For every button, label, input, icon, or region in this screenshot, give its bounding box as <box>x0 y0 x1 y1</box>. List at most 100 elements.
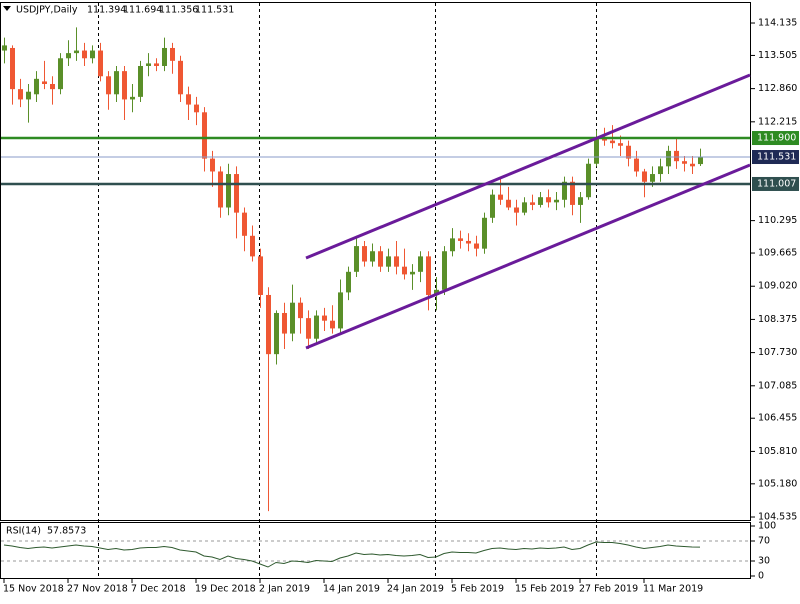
candle-body <box>362 246 367 262</box>
price-label-box <box>752 131 799 146</box>
channel-lower <box>305 163 751 350</box>
y-tick-label: 30 <box>758 556 770 567</box>
candle-body <box>282 312 287 334</box>
menu-arrow <box>3 6 11 11</box>
candle-body <box>146 63 151 66</box>
candle-body <box>618 143 623 146</box>
candle-body <box>258 256 263 295</box>
candle-body <box>314 315 319 339</box>
candle-body <box>82 50 87 59</box>
price-panel <box>0 2 751 521</box>
candle-body <box>530 202 535 205</box>
price-label: 111.007 <box>757 178 796 189</box>
candle-body <box>330 320 335 329</box>
candle-body <box>170 47 175 61</box>
candle-body <box>34 78 39 95</box>
candle-body <box>554 199 559 203</box>
marks: 114.135 113.505 112.860 112.215 110.295 109.6… <box>1 18 797 595</box>
candle-body <box>210 158 215 172</box>
candle-body <box>10 47 15 90</box>
x-tick-label: 15 Nov 2018 <box>3 584 64 595</box>
candle-body <box>202 112 207 159</box>
rsi-line <box>3 541 701 568</box>
candle-body <box>90 50 95 59</box>
chart-title: USDJPY,Daily <box>16 5 78 16</box>
candle-body <box>274 312 279 355</box>
rsi-panel <box>0 522 751 579</box>
y-tick-label: 105.180 <box>758 478 797 489</box>
y-tick-label: 113.505 <box>758 50 797 61</box>
candle-body <box>74 50 79 54</box>
candle-body <box>58 58 63 90</box>
candle-body <box>602 138 607 141</box>
candle-body <box>354 246 359 272</box>
x-tick-label: 19 Dec 2018 <box>195 584 256 595</box>
candle-body <box>562 181 567 200</box>
candle-body <box>370 251 375 262</box>
candle-body <box>474 243 479 249</box>
candle-body <box>538 197 543 205</box>
candle-body <box>586 163 591 198</box>
price-label-box <box>752 176 799 191</box>
rsi-value: 57.8573 <box>47 526 86 537</box>
candle-body <box>26 91 31 100</box>
candle-body <box>490 194 495 218</box>
y-tick-label: 112.215 <box>758 116 797 127</box>
candle-body <box>666 150 671 167</box>
y-tick-label: 109.665 <box>758 248 797 259</box>
price-label: 111.900 <box>757 133 796 144</box>
candle-body <box>162 47 167 66</box>
candle-body <box>338 292 343 329</box>
y-tick-label: 105.810 <box>758 446 797 457</box>
candle-body <box>106 76 111 95</box>
candle-body <box>178 60 183 95</box>
candle-body <box>242 212 247 236</box>
candle-body <box>650 174 655 182</box>
candle-body <box>154 63 159 66</box>
y-tick-label: 104.535 <box>758 512 797 523</box>
candle-body <box>290 302 295 334</box>
candle-body <box>506 199 511 208</box>
x-tick-label: 11 Mar 2019 <box>643 584 703 595</box>
y-tick-label: 114.135 <box>758 18 797 29</box>
candle-body <box>466 240 471 244</box>
y-tick-label: 70 <box>758 536 770 547</box>
price-label-box <box>752 150 799 165</box>
y-tick-label: 100 <box>758 521 776 532</box>
candle-body <box>546 197 551 203</box>
ohlc-close: 111.531 <box>195 5 234 16</box>
x-tick-label: 14 Jan 2019 <box>323 584 380 595</box>
candle-body <box>234 174 239 213</box>
candle-body <box>698 157 703 165</box>
x-tick-label: 15 Feb 2019 <box>515 584 574 595</box>
candle-body <box>18 89 23 100</box>
candle-body <box>42 81 47 84</box>
candle-body <box>682 161 687 164</box>
candle-body <box>98 50 103 77</box>
candle-body <box>50 83 55 90</box>
candle-body <box>610 140 615 144</box>
candle-body <box>498 194 503 200</box>
y-tick-label: 107.085 <box>758 380 797 391</box>
y-tick-label: 108.375 <box>758 314 797 325</box>
candle-body <box>266 294 271 355</box>
candle-body <box>434 289 439 295</box>
candle-body <box>114 71 119 95</box>
candle-body <box>2 45 7 51</box>
y-tick-label: 107.730 <box>758 347 797 358</box>
candle-body <box>482 217 487 249</box>
candle-body <box>642 171 647 182</box>
y-tick-label: 109.020 <box>758 281 797 292</box>
candle-body <box>322 315 327 321</box>
ohlc-high: 111.694 <box>123 5 162 16</box>
x-tick-label: 5 Feb 2019 <box>451 584 504 595</box>
candle-body <box>570 181 575 205</box>
ohlc-open: 111.394 <box>87 5 126 16</box>
candle-body <box>306 318 311 339</box>
candle-body <box>634 158 639 172</box>
candle-body <box>194 104 199 113</box>
candle-body <box>346 271 351 293</box>
candle-body <box>138 65 143 97</box>
